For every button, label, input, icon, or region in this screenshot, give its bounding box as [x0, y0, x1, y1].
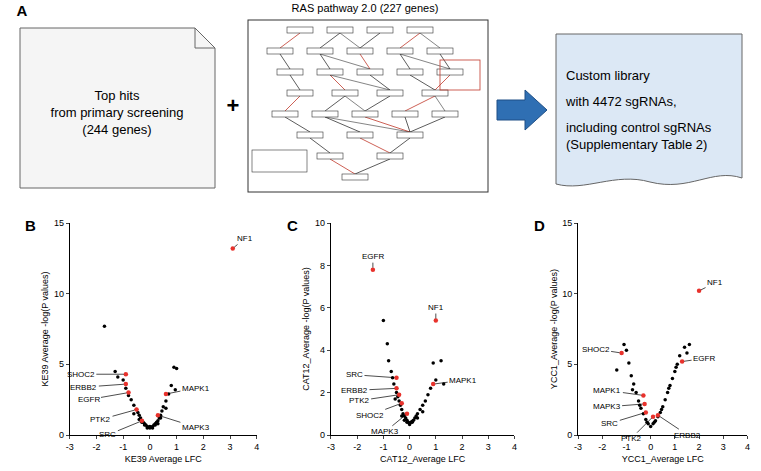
svg-text:SRC: SRC [601, 419, 618, 428]
svg-text:ERBB2: ERBB2 [674, 431, 701, 440]
svg-text:2: 2 [320, 388, 325, 398]
svg-text:1: 1 [174, 442, 179, 452]
svg-text:+: + [227, 93, 240, 118]
svg-text:Top hits: Top hits [95, 88, 140, 103]
svg-text:-1: -1 [119, 442, 127, 452]
svg-text:-2: -2 [353, 442, 361, 452]
svg-text:from primary screening: from primary screening [51, 105, 184, 120]
svg-text:CAT12_Average LFC: CAT12_Average LFC [380, 454, 466, 464]
svg-text:3: 3 [228, 442, 233, 452]
svg-text:-1: -1 [622, 442, 630, 452]
svg-text:5: 5 [567, 359, 572, 369]
svg-text:RAS pathway 2.0 (227 genes): RAS pathway 2.0 (227 genes) [292, 2, 439, 14]
svg-text:4: 4 [254, 442, 259, 452]
svg-text:15: 15 [562, 218, 572, 228]
svg-text:SHOC2: SHOC2 [67, 370, 95, 379]
svg-text:4: 4 [320, 345, 325, 355]
svg-text:SHOC2: SHOC2 [356, 411, 384, 420]
svg-text:0: 0 [407, 442, 412, 452]
svg-text:Custom library: Custom library [566, 68, 650, 83]
svg-text:C: C [287, 217, 298, 234]
svg-text:KE39 Average -log(P values): KE39 Average -log(P values) [40, 271, 50, 386]
svg-text:-2: -2 [598, 442, 606, 452]
svg-text:PTK2: PTK2 [90, 415, 111, 424]
svg-text:NF1: NF1 [428, 303, 444, 312]
svg-text:4: 4 [512, 442, 517, 452]
svg-text:EGFR: EGFR [693, 354, 715, 363]
svg-text:YCC1_Average LFC: YCC1_Average LFC [622, 454, 704, 464]
svg-text:MAPK1: MAPK1 [449, 376, 477, 385]
svg-text:15: 15 [54, 218, 64, 228]
svg-text:0: 0 [147, 442, 152, 452]
svg-text:PTK2: PTK2 [349, 396, 370, 405]
svg-text:MAPK3: MAPK3 [593, 402, 621, 411]
svg-text:CAT12_Average -log(P values): CAT12_Average -log(P values) [301, 267, 311, 391]
svg-text:YCC1_Average -log(P values): YCC1_Average -log(P values) [549, 269, 559, 389]
svg-text:including control sgRNAs: including control sgRNAs [566, 120, 712, 135]
svg-text:(Supplementary Table 2): (Supplementary Table 2) [566, 137, 707, 152]
svg-text:with 4472 sgRNAs,: with 4472 sgRNAs, [565, 94, 677, 109]
svg-text:EGFR: EGFR [362, 252, 384, 261]
svg-text:ERBB2: ERBB2 [341, 386, 368, 395]
svg-text:2: 2 [697, 442, 702, 452]
svg-text:KE39 Average LFC: KE39 Average LFC [125, 454, 202, 464]
svg-text:1: 1 [672, 442, 677, 452]
svg-text:NF1: NF1 [237, 234, 253, 243]
svg-text:D: D [534, 217, 545, 234]
svg-text:-3: -3 [66, 442, 74, 452]
svg-text:EGFR: EGFR [78, 395, 100, 404]
svg-text:SHOC2: SHOC2 [582, 345, 610, 354]
svg-text:-3: -3 [327, 442, 335, 452]
svg-text:NF1: NF1 [707, 278, 723, 287]
svg-text:SRC: SRC [99, 430, 116, 439]
svg-text:2: 2 [460, 442, 465, 452]
svg-text:-2: -2 [92, 442, 100, 452]
svg-text:0: 0 [320, 430, 325, 440]
svg-text:10: 10 [562, 289, 572, 299]
svg-text:3: 3 [721, 442, 726, 452]
svg-text:0: 0 [567, 430, 572, 440]
svg-text:B: B [25, 217, 36, 234]
svg-text:4: 4 [745, 442, 750, 452]
svg-text:PTK2: PTK2 [621, 434, 642, 443]
svg-text:SRC: SRC [346, 370, 363, 379]
svg-text:MAPK3: MAPK3 [182, 423, 210, 432]
svg-text:6: 6 [320, 303, 325, 313]
svg-text:10: 10 [315, 218, 325, 228]
svg-text:2: 2 [201, 442, 206, 452]
svg-text:8: 8 [320, 261, 325, 271]
svg-text:A: A [17, 2, 28, 19]
svg-text:1: 1 [433, 442, 438, 452]
svg-text:3: 3 [486, 442, 491, 452]
svg-text:(244 genes): (244 genes) [82, 122, 151, 137]
svg-text:10: 10 [54, 289, 64, 299]
svg-text:5: 5 [59, 359, 64, 369]
svg-text:MAPK3: MAPK3 [371, 427, 399, 436]
svg-text:ERBB2: ERBB2 [70, 383, 97, 392]
svg-text:MAPK1: MAPK1 [182, 384, 210, 393]
svg-text:0: 0 [59, 430, 64, 440]
svg-text:-1: -1 [379, 442, 387, 452]
svg-text:-3: -3 [574, 442, 582, 452]
svg-text:MAPK1: MAPK1 [593, 386, 621, 395]
svg-text:0: 0 [648, 442, 653, 452]
